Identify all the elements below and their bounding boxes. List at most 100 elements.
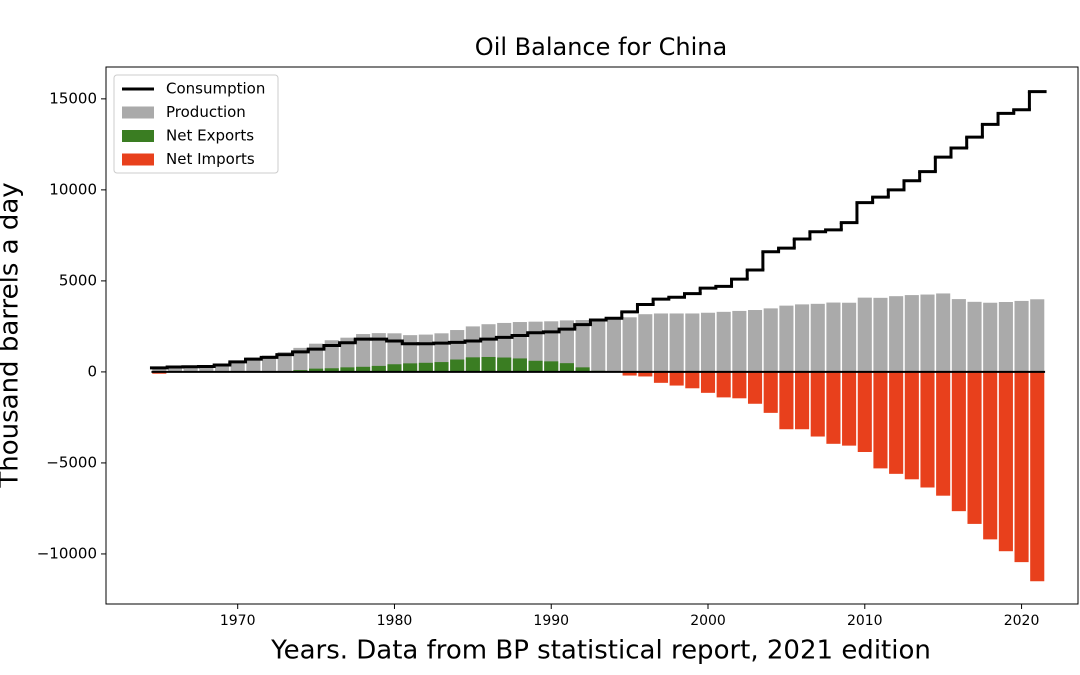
bar	[230, 360, 245, 372]
bar	[450, 359, 465, 372]
bar	[779, 305, 794, 372]
bar	[387, 333, 402, 372]
bar	[622, 317, 637, 372]
bar	[152, 367, 167, 372]
bar	[309, 368, 324, 372]
legend-label: Net Exports	[166, 127, 254, 145]
bar	[936, 293, 951, 372]
x-tick-label: 2020	[1004, 613, 1040, 629]
legend-label: Net Imports	[166, 150, 255, 168]
bar	[1030, 299, 1045, 372]
bar	[559, 320, 574, 372]
bar	[293, 347, 308, 372]
bar	[183, 366, 198, 372]
bar	[889, 371, 904, 474]
bar	[732, 371, 747, 399]
bar	[277, 352, 292, 372]
bar	[434, 362, 449, 372]
bar	[512, 358, 527, 372]
bar	[528, 360, 543, 372]
y-tick-label: 5000	[59, 271, 97, 289]
bar	[324, 368, 339, 372]
legend-label: Production	[166, 103, 246, 121]
bar	[1014, 371, 1029, 563]
bar	[544, 361, 559, 372]
bar	[497, 357, 512, 372]
bar	[700, 312, 716, 372]
bar	[873, 297, 888, 372]
x-tick-label: 1990	[533, 613, 569, 629]
bar	[810, 303, 825, 372]
bar	[732, 310, 747, 372]
bar	[309, 343, 324, 372]
bar	[810, 371, 825, 437]
x-tick-label: 1980	[377, 613, 413, 629]
bar	[795, 371, 810, 430]
x-axis-label: Years. Data from BP statistical report, …	[270, 636, 931, 666]
legend-label: Consumption	[166, 80, 265, 98]
bar	[857, 297, 872, 372]
bar	[199, 366, 214, 372]
bar	[481, 356, 496, 372]
bar	[606, 318, 622, 372]
bar	[653, 371, 669, 383]
bar	[998, 371, 1013, 552]
bar	[544, 321, 559, 372]
bar	[403, 363, 418, 372]
bar	[763, 308, 778, 372]
bar	[387, 364, 402, 372]
bar	[983, 371, 998, 540]
legend-swatch	[122, 130, 154, 142]
bar	[356, 334, 371, 372]
bar	[371, 365, 386, 372]
y-axis-label: Thousand barrels a day	[0, 182, 25, 488]
bar	[638, 314, 653, 372]
bar	[747, 371, 763, 404]
bar	[967, 301, 982, 372]
bar	[591, 318, 606, 372]
bar	[842, 371, 857, 446]
bar	[685, 313, 700, 372]
bar	[575, 367, 590, 372]
y-tick-label: 15000	[49, 89, 97, 107]
bar	[842, 302, 857, 372]
bar	[920, 371, 935, 488]
bar	[356, 366, 371, 372]
bar	[465, 357, 480, 372]
bar	[685, 371, 700, 389]
legend-swatch	[122, 106, 154, 119]
bar	[983, 302, 998, 372]
bar	[936, 371, 951, 496]
bar	[795, 304, 810, 372]
bar	[669, 371, 684, 386]
bar	[779, 371, 794, 430]
bar	[920, 294, 935, 372]
bar	[904, 371, 919, 480]
bar	[747, 310, 763, 372]
y-tick-label: −5000	[46, 453, 97, 471]
y-tick-label: −10000	[37, 544, 97, 562]
plot-area	[149, 90, 1047, 582]
bar	[261, 355, 277, 372]
bar	[324, 340, 339, 372]
bar	[763, 371, 778, 413]
bar	[826, 371, 841, 444]
x-tick-label: 2010	[847, 613, 883, 629]
bar	[575, 320, 590, 372]
x-tick-label: 2000	[690, 613, 726, 629]
bar	[998, 302, 1013, 372]
bar	[214, 363, 230, 372]
bar	[622, 371, 637, 376]
bar	[826, 302, 841, 372]
axes-frame	[105, 66, 1079, 605]
bar	[340, 367, 355, 372]
x-tick-label: 1970	[220, 613, 256, 629]
bar	[653, 313, 669, 372]
bar	[340, 337, 355, 372]
bar	[967, 371, 982, 524]
bar	[246, 357, 261, 372]
bar	[889, 296, 904, 372]
bar	[167, 366, 183, 372]
bar	[873, 371, 888, 469]
